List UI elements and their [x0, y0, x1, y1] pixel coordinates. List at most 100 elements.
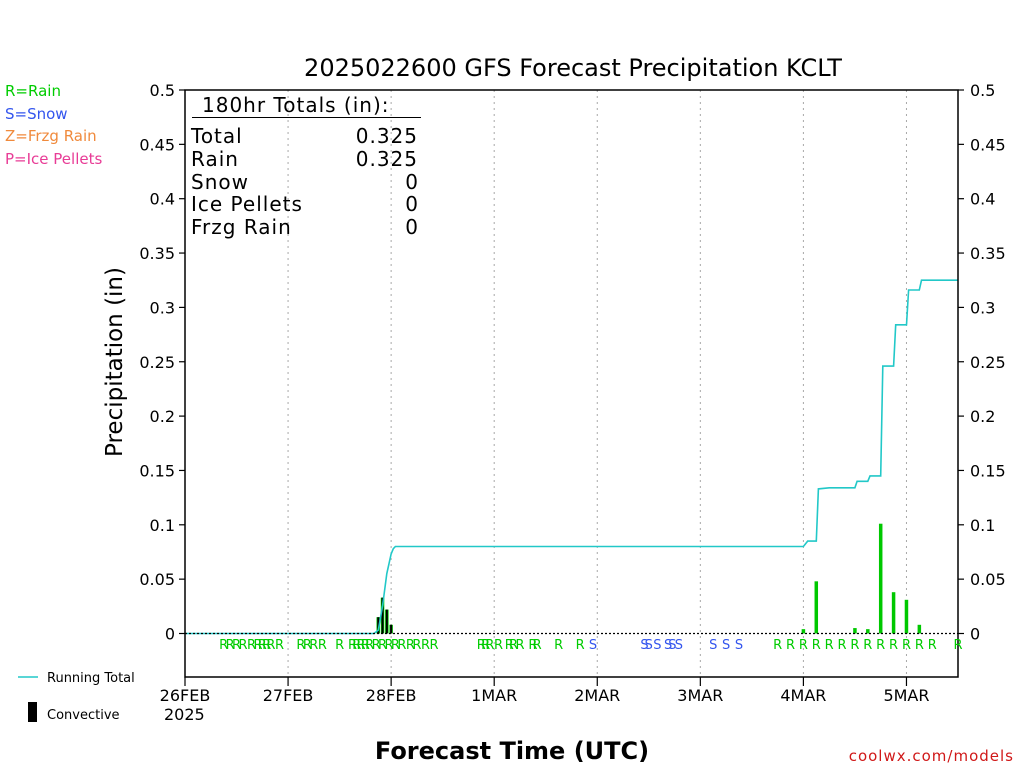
legend-snow: S=Snow — [5, 105, 68, 123]
y-axis-right: 0 0.05 0.1 0.15 0.2 0.25 0.3 0.35 0.4 0.45 0.5 — [958, 81, 1006, 644]
ptype-marker: R — [348, 638, 357, 653]
running-total-line — [185, 279, 958, 635]
ptype-marker: R — [876, 638, 885, 653]
ptype-marker: R — [477, 638, 486, 653]
running-total-layer — [185, 279, 958, 635]
y-tick-label: 0.4 — [150, 190, 175, 209]
convective-bar — [385, 609, 388, 634]
x-axis: 26FEB 27FEB 28FEB 1MAR 2MAR 3MAR 4MAR 5MAR — [160, 677, 929, 705]
ptype-marker: S — [653, 638, 661, 653]
ptype-marker: R — [576, 638, 585, 653]
ptype-marker: R — [481, 638, 490, 653]
y-tick-label: 0.1 — [150, 516, 175, 535]
ptype-marker: S — [668, 638, 676, 653]
x-tick-label: 4MAR — [780, 686, 826, 705]
year-label: 2025 — [164, 705, 205, 724]
grid-lines — [287, 90, 907, 677]
totals-value-ice-pellets: 0 — [405, 192, 418, 216]
ptype-marker: R — [554, 638, 563, 653]
x-tick-label: 28FEB — [366, 686, 417, 705]
y-tick-label: 0.15 — [139, 461, 175, 480]
legend-rain: R=Rain — [5, 82, 61, 100]
ptype-marker: R — [430, 638, 439, 653]
ptype-marker: R — [928, 638, 937, 653]
ptype-marker: R — [318, 638, 327, 653]
x-tick-label: 1MAR — [471, 686, 517, 705]
x-tick-label: 2MAR — [574, 686, 620, 705]
chart-title: 2025022600 GFS Forecast Precipitation KC… — [304, 54, 842, 82]
ptype-marker: R — [825, 638, 834, 653]
ptype-marker: R — [372, 638, 381, 653]
ptype-marker: R — [262, 638, 271, 653]
totals-value-rain: 0.325 — [356, 147, 418, 171]
ptype-marker: R — [238, 638, 247, 653]
ptype-marker: S — [709, 638, 717, 653]
x-tick-label: 3MAR — [677, 686, 723, 705]
ptype-marker: R — [505, 638, 514, 653]
legend-convective: Convective — [47, 708, 120, 723]
ptype-marker: R — [266, 638, 275, 653]
ptype-marker: R — [509, 638, 518, 653]
y-axis-label: Precipitation (in) — [102, 267, 128, 457]
ptype-marker: R — [253, 638, 262, 653]
totals-label-snow: Snow — [191, 170, 249, 194]
ptype-marker: S — [664, 638, 672, 653]
y-tick-label: 0.2 — [150, 407, 175, 426]
ptype-marker: R — [352, 638, 361, 653]
y-tick-label-right: 0.3 — [970, 298, 995, 317]
ptype-marker: R — [226, 638, 235, 653]
y-tick-label-right: 0.35 — [970, 244, 1006, 263]
ptype-marker: R — [391, 638, 400, 653]
ptype-marker: R — [303, 638, 312, 653]
ptype-marker: R — [528, 638, 537, 653]
legend-ice-pellets: P=Ice Pellets — [5, 150, 102, 168]
legend-frzg-rain: Z=Frzg Rain — [5, 127, 97, 145]
ptype-marker: R — [361, 638, 370, 653]
ptype-marker: R — [258, 638, 267, 653]
precip-bar — [891, 592, 896, 634]
ptype-marker: S — [735, 638, 743, 653]
ptype-marker: R — [335, 638, 344, 653]
y-tick-label-right: 0.5 — [970, 81, 995, 100]
ptype-marker: R — [309, 638, 318, 653]
y-tick-label: 0.05 — [139, 570, 175, 589]
precip-bar — [801, 629, 806, 634]
totals-label-frzg-rain: Frzg Rain — [191, 215, 292, 239]
legend-convective-swatch — [28, 702, 37, 722]
y-tick-label: 0.5 — [150, 81, 175, 100]
ptype-marker: R — [365, 638, 374, 653]
ptype-marker: R — [406, 638, 415, 653]
ptype-marker: R — [384, 638, 393, 653]
ptype-marker: R — [412, 638, 421, 653]
precip-bar — [904, 599, 909, 634]
ptype-marker: R — [838, 638, 847, 653]
convective-bar — [377, 617, 380, 634]
plot-frame — [184, 89, 959, 678]
ptype-marker: R — [296, 638, 305, 653]
totals-label-ice-pellets: Ice Pellets — [191, 192, 303, 216]
y-tick-label-right: 0.2 — [970, 407, 995, 426]
totals-value-snow: 0 — [405, 170, 418, 194]
precip-bars — [376, 523, 922, 634]
ptype-marker: R — [773, 638, 782, 653]
precip-bar — [853, 628, 857, 634]
y-tick-label-right: 0.25 — [970, 353, 1006, 372]
precip-type-legend: R=Rain S=Snow Z=Frzg Rain P=Ice Pellets — [5, 82, 102, 168]
series-legend: Running Total Convective — [18, 671, 135, 723]
x-axis-label: Forecast Time (UTC) — [375, 737, 649, 765]
ptype-marker: R — [397, 638, 406, 653]
ptype-marker: S — [589, 638, 597, 653]
ptype-marker: R — [232, 638, 241, 653]
totals-value-total: 0.325 — [356, 124, 418, 148]
y-tick-label: 0.45 — [139, 135, 175, 154]
y-axis-left: 0 0.05 0.1 0.15 0.2 0.25 0.3 0.35 0.4 0.45 0.5 — [139, 81, 185, 644]
ptype-marker: R — [421, 638, 430, 653]
ptype-marker: R — [915, 638, 924, 653]
totals-heading: 180hr Totals (in): — [202, 93, 390, 117]
ptype-marker: R — [799, 638, 808, 653]
ptype-marker: R — [812, 638, 821, 653]
ptype-marker: R — [275, 638, 284, 653]
ptype-marker: S — [645, 638, 653, 653]
y-tick-label-right: 0.45 — [970, 135, 1006, 154]
